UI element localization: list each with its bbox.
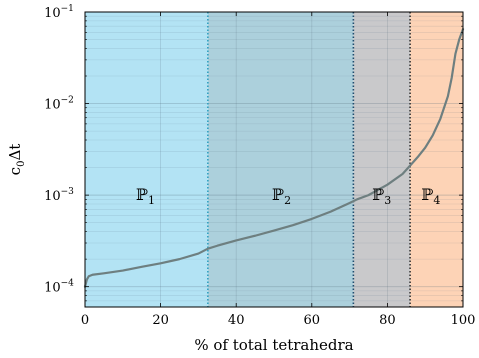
region-label-main: ℙ [136,185,148,204]
region-labels: ℙ1 ℙ2 ℙ3 ℙ4 [136,185,440,207]
x-tick-label: 60 [304,313,321,328]
x-axis-ticks: 0 20 40 60 80 100 [81,12,476,328]
y-tick-label-base: 10 [44,189,61,204]
y-tick-label-exp: −3 [61,187,75,197]
y-tick-label-exp: −1 [61,4,74,14]
region-label-4: ℙ4 [421,185,440,207]
region-label-3: ℙ3 [372,185,391,207]
y-axis-ticks: 10−410−310−210−1 [44,4,463,308]
y-axis-label-tail: Δt [6,144,24,161]
region-1 [85,12,208,307]
y-axis-label: c0Δt [6,144,27,176]
region-label-sub: 4 [433,194,440,207]
y-tick-label: 10−2 [44,96,74,113]
region-label-2: ℙ2 [272,185,291,207]
x-tick-label: 80 [379,313,396,328]
y-tick-label-exp: −2 [61,96,74,106]
region-2 [207,12,354,307]
region-label-main: ℙ [421,185,433,204]
y-axis-label-main: c [6,167,24,175]
x-axis-label: % of total tetrahedra [194,336,353,354]
chart-regions [85,12,463,307]
region-label-sub: 2 [284,194,291,207]
x-tick-label: 20 [152,313,169,328]
region-label-sub: 1 [148,194,155,207]
y-tick-label: 10−1 [44,4,74,21]
y-tick-label: 10−3 [44,187,74,204]
y-tick-label-base: 10 [44,6,61,21]
y-tick-label-base: 10 [44,281,61,296]
x-tick-label: 100 [451,313,476,328]
region-label-sub: 3 [384,194,391,207]
region-label-main: ℙ [372,185,384,204]
series-line-1 [83,28,465,288]
plot-frame [84,11,464,308]
y-tick-label-base: 10 [44,98,61,113]
y-tick-label-exp: −4 [61,279,75,289]
region-label-1: ℙ1 [136,185,155,207]
region-3 [353,12,411,307]
y-tick-label: 10−4 [44,279,74,296]
y-axis-label-sub: 0 [16,161,27,167]
chart-series [83,28,465,288]
region-label-main: ℙ [272,185,284,204]
chart-grid [84,12,464,308]
x-tick-label: 0 [81,313,89,328]
region-boundaries [207,12,411,307]
x-tick-label: 40 [228,313,245,328]
